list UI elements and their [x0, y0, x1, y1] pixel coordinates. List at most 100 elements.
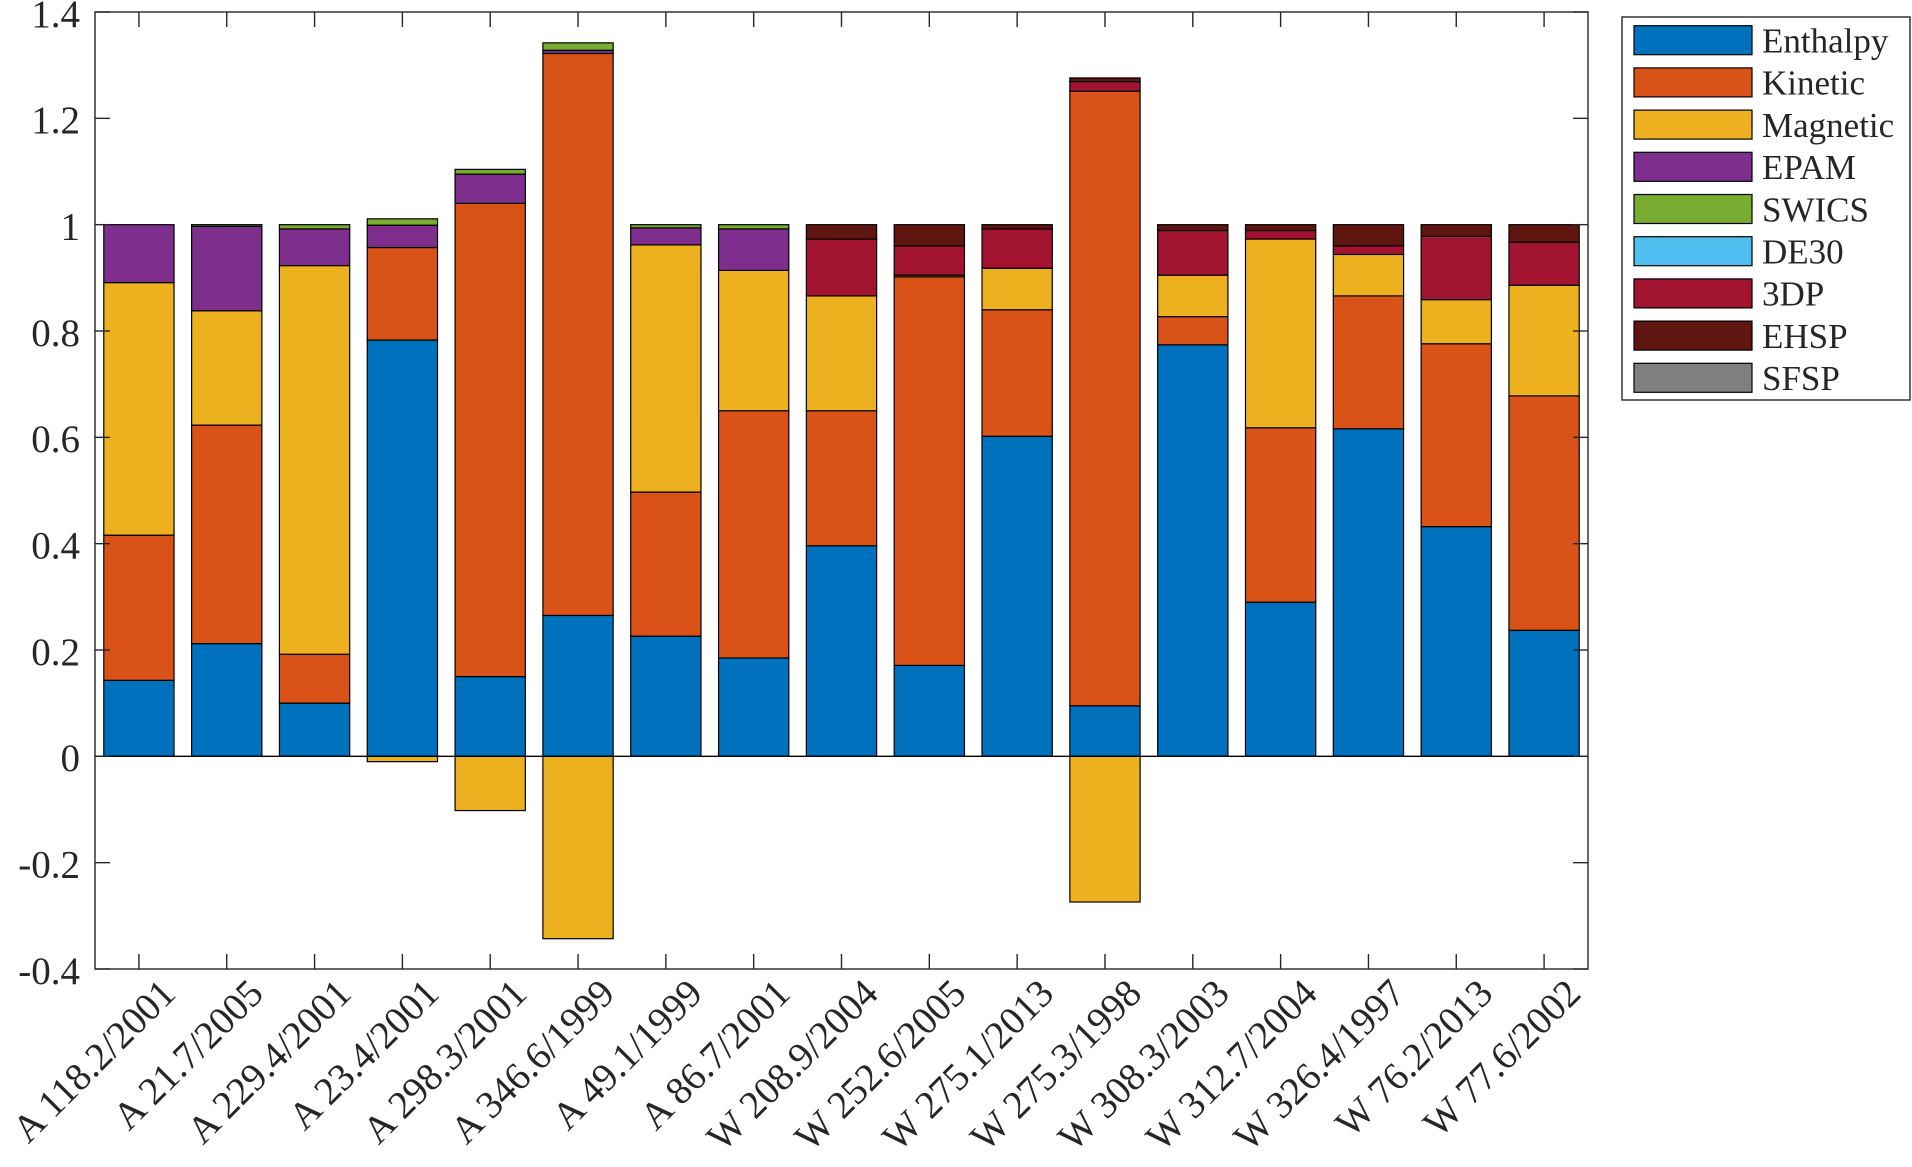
bar-stack [1157, 224, 1229, 757]
legend-item-enthalpy: Enthalpy [1633, 21, 1889, 60]
bar-segment-kinetic [717, 410, 790, 659]
bar-stack [542, 42, 614, 940]
legend-item-magnetic: Magnetic [1633, 106, 1894, 145]
bar-segment-enthalpy [542, 614, 614, 757]
bar-stack [278, 224, 351, 757]
bar-segment-enthalpy [1332, 428, 1405, 757]
legend-item-sfsp: SFSP [1633, 359, 1840, 398]
legend-item-3dp: 3DP [1633, 275, 1824, 314]
bar-segment-magnetic [366, 755, 439, 763]
bar-segment-swics [717, 224, 790, 230]
bar-segment-kinetic [805, 410, 878, 547]
legend-swatch [1633, 362, 1753, 393]
bar-segment-enthalpy [893, 664, 966, 757]
bar-segment-magnetic [454, 755, 526, 812]
y-tick-label: -0.2 [18, 843, 80, 886]
legend-item-swics: SWICS [1633, 190, 1869, 229]
bar-segment-kinetic [981, 309, 1053, 437]
legend-swatch [1633, 25, 1753, 56]
y-tick-label: 0.2 [31, 631, 80, 674]
y-tick-label: 0.8 [31, 312, 80, 355]
y-tick-label: 1 [61, 205, 81, 248]
bar-segment-3dp [981, 228, 1053, 269]
y-tick-label: 1.2 [31, 99, 80, 142]
bar-segment-swics [191, 224, 263, 227]
legend-swatch [1633, 151, 1753, 182]
bar-stack [893, 224, 966, 757]
bar-stack [366, 218, 439, 763]
legend-label: DE30 [1762, 232, 1844, 271]
bar-segment-enthalpy [1069, 705, 1141, 757]
bar-segment-enthalpy [454, 675, 526, 757]
bar-segment-kinetic [366, 246, 439, 341]
bar-segment-enthalpy [1508, 629, 1580, 757]
legend-swatch [1633, 67, 1753, 98]
bar-segment-epam [366, 224, 439, 249]
bar-segment-ehsp [1157, 224, 1229, 232]
bar-segment-enthalpy [1157, 344, 1229, 757]
bar-segment-kinetic [630, 491, 702, 637]
bar-segment-epam [630, 227, 702, 246]
legend-swatch [1633, 109, 1753, 140]
bar-segment-magnetic [1332, 253, 1405, 297]
bar-segment-swics [542, 42, 614, 51]
bar-segment-kinetic [1508, 395, 1580, 631]
legend-label: SWICS [1762, 190, 1869, 229]
bar-segment-ehsp [805, 224, 878, 240]
bar-stack [630, 224, 702, 757]
bar-segment-enthalpy [805, 545, 878, 757]
bar-segment-ehsp [893, 224, 966, 247]
bar-segment-epam [278, 228, 351, 267]
bar-segment-swics [278, 224, 351, 230]
legend-item-ehsp: EHSP [1633, 317, 1848, 356]
y-tick-label: -0.4 [18, 950, 80, 993]
bar-segment-epam [717, 228, 790, 271]
y-tick-label: 0.6 [31, 418, 80, 461]
bar-segment-kinetic [1332, 295, 1405, 430]
bar-stack [981, 224, 1053, 757]
bar-segment-kinetic [1069, 90, 1141, 707]
bars [103, 42, 1580, 940]
bar-segment-magnetic [717, 269, 790, 412]
bar-segment-magnetic [805, 295, 878, 412]
y-tick-label: 0 [61, 737, 81, 780]
legend-label: Enthalpy [1762, 21, 1889, 60]
bar-segment-magnetic [630, 244, 702, 493]
bar-stack [191, 224, 263, 757]
bar-segment-epam [103, 224, 175, 284]
bar-segment-ehsp [981, 224, 1053, 230]
bar-segment-kinetic [893, 276, 966, 667]
bar-segment-3dp [1332, 245, 1405, 256]
bar-segment-3dp [1244, 229, 1317, 240]
legend-label: 3DP [1762, 275, 1824, 314]
bar-segment-enthalpy [278, 702, 351, 757]
bar-segment-enthalpy [1244, 601, 1317, 757]
bar-segment-epam [454, 173, 526, 205]
bar-segment-magnetic [1069, 755, 1141, 903]
bar-segment-magnetic [1244, 238, 1317, 429]
bar-segment-kinetic [1420, 343, 1493, 528]
bar-segment-swics [366, 218, 439, 226]
y-axis: -0.4 -0.2 0 0.2 0.4 0.6 0.8 1 1.2 1.4 [18, 0, 1588, 993]
bar-segment-kinetic [1244, 427, 1317, 603]
bar-segment-3dp [805, 238, 878, 297]
bar-segment-enthalpy [1420, 526, 1493, 757]
bar-segment-ehsp [1332, 224, 1405, 247]
bar-segment-enthalpy [717, 657, 790, 757]
bar-segment-ehsp [1069, 77, 1141, 83]
bar-segment-magnetic [1420, 299, 1493, 345]
legend-item-epam: EPAM [1633, 148, 1856, 187]
bar-segment-enthalpy [191, 643, 263, 757]
bar-stack [103, 224, 175, 757]
legend-swatch [1633, 236, 1753, 267]
bar-segment-magnetic [542, 755, 614, 940]
legend-label: Magnetic [1762, 106, 1894, 145]
legend-label: Kinetic [1762, 64, 1865, 103]
bar-stack [1508, 224, 1580, 757]
bar-segment-magnetic [191, 310, 263, 426]
bar-segment-epam [191, 225, 263, 312]
legend-item-de30: DE30 [1633, 232, 1844, 271]
bar-segment-kinetic [454, 202, 526, 678]
bar-segment-enthalpy [630, 635, 702, 757]
